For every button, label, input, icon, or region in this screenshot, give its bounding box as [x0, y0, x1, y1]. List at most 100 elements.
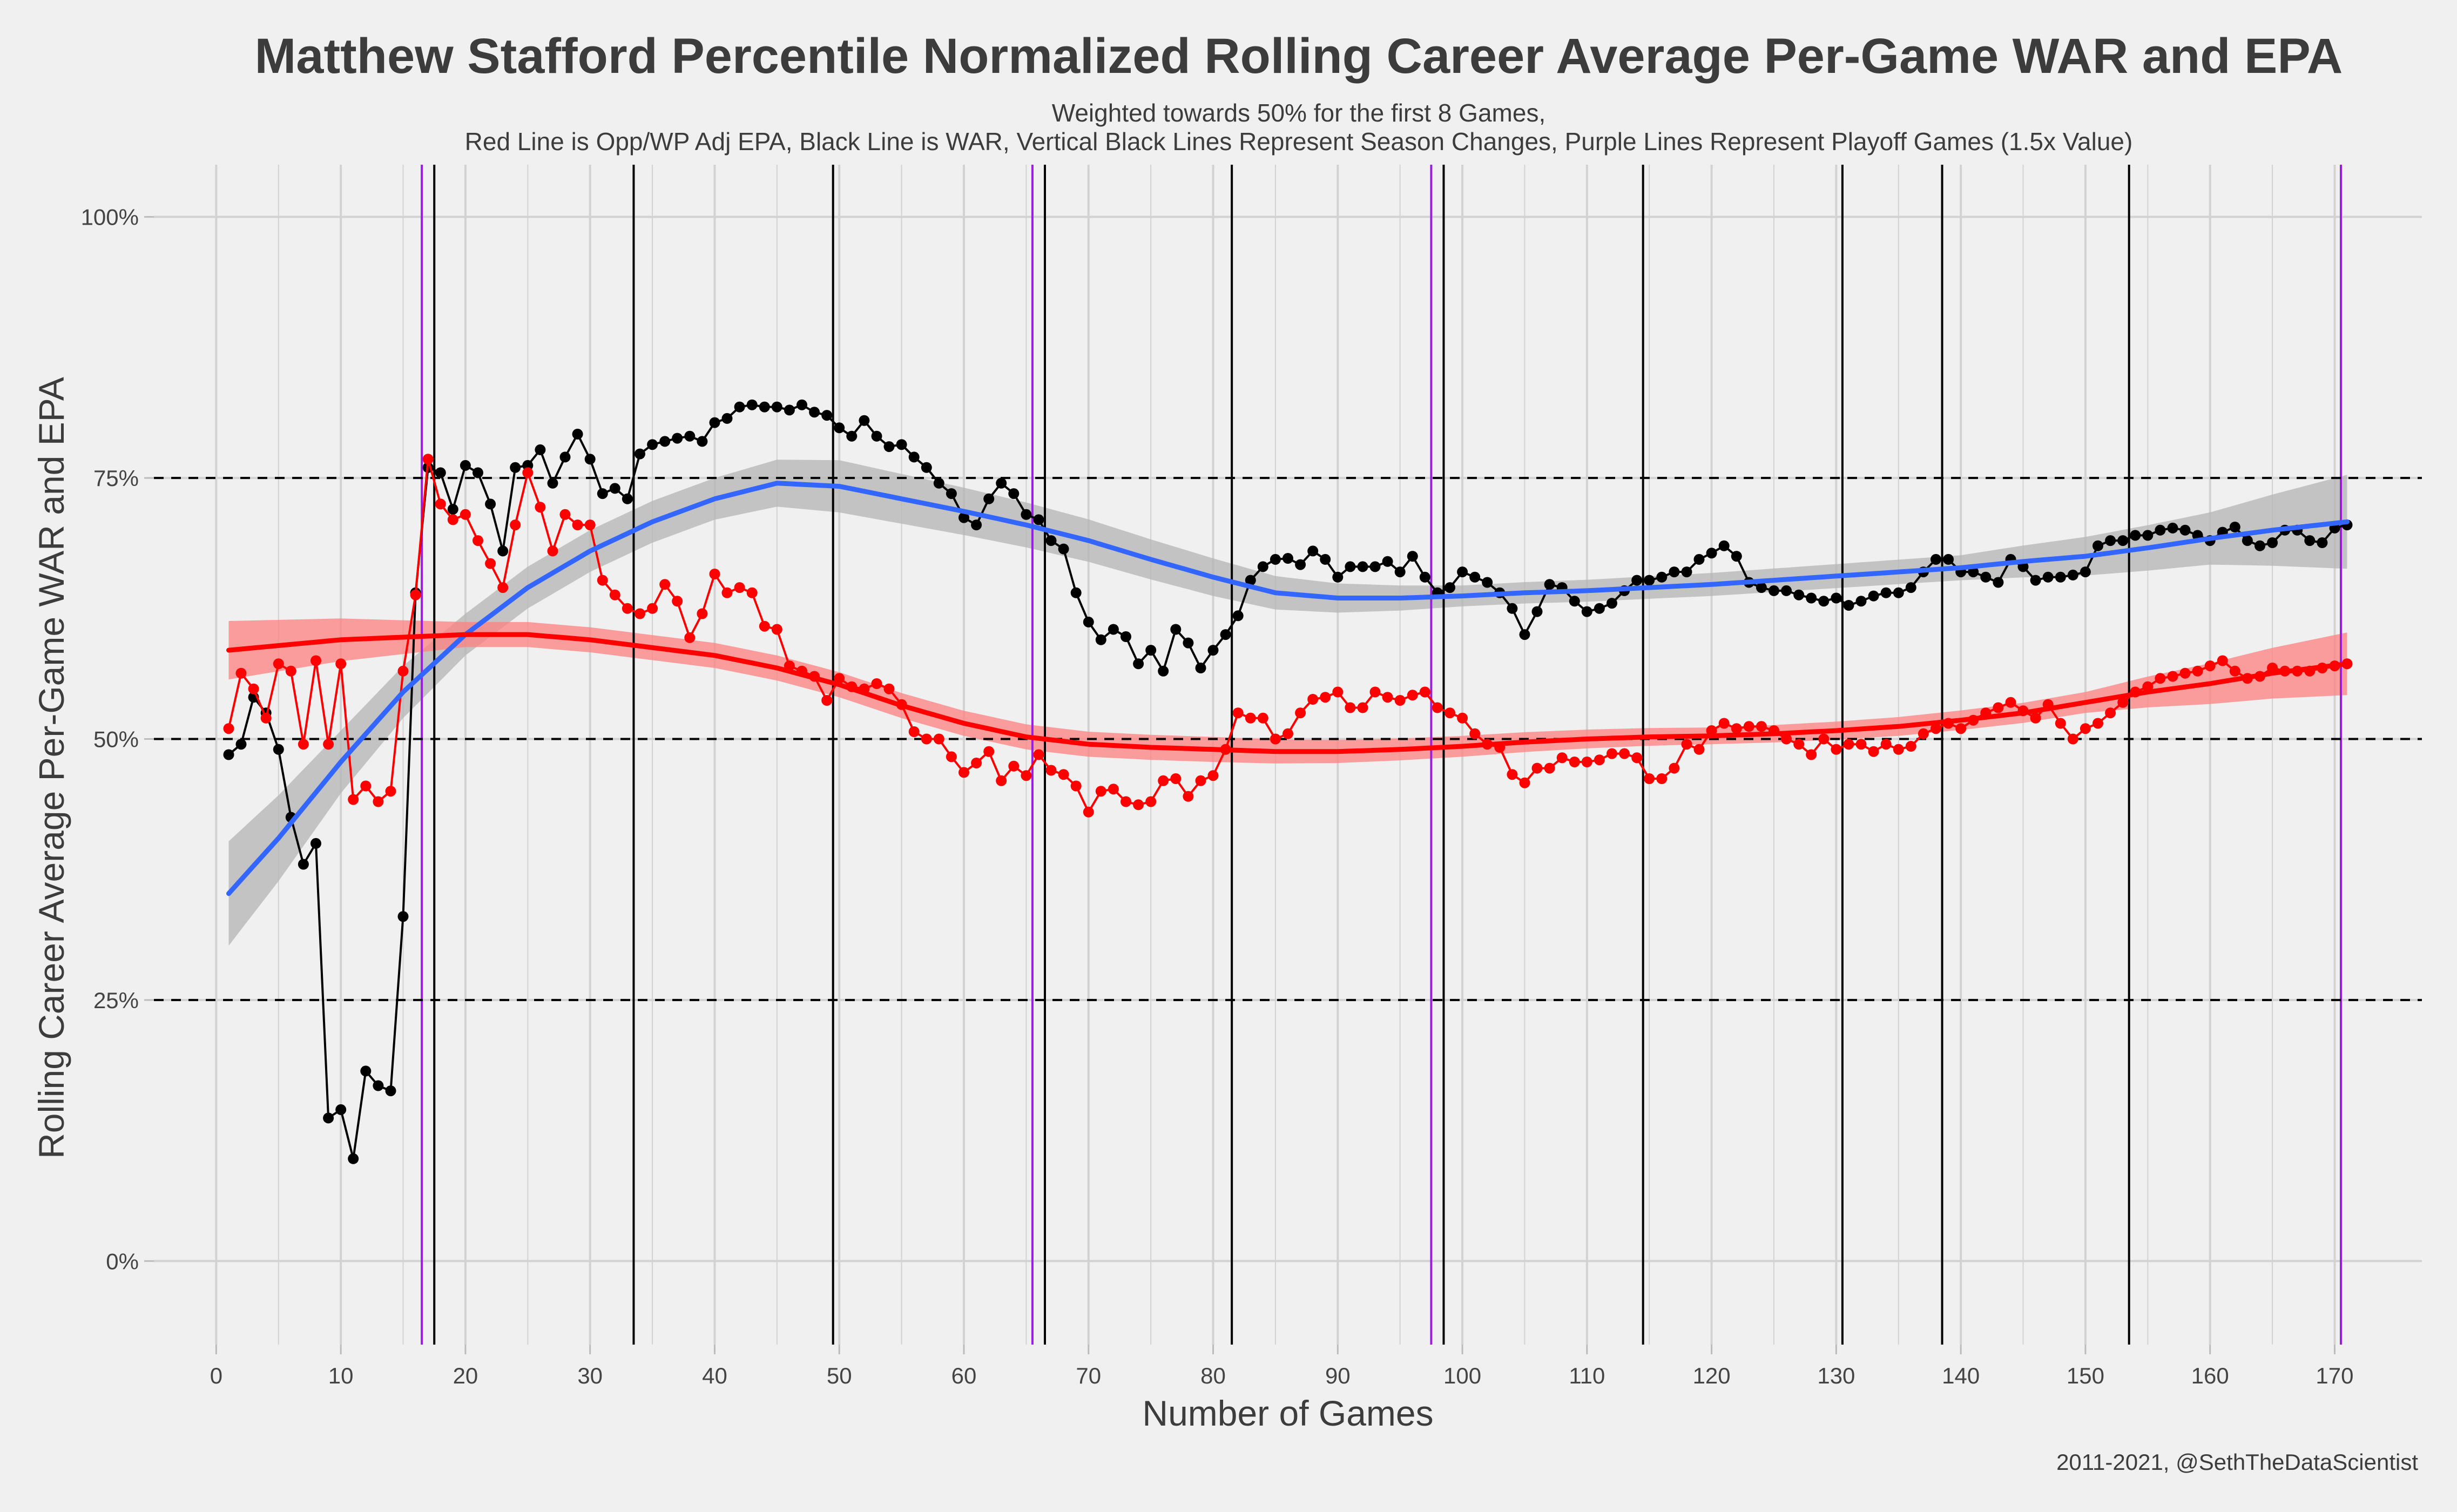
epa-point	[771, 624, 782, 635]
epa-point	[1831, 744, 1842, 755]
epa-point	[1058, 769, 1069, 780]
epa-point	[360, 780, 372, 792]
war-point	[2105, 535, 2116, 546]
war-point	[1731, 551, 1742, 562]
epa-point	[1407, 690, 1418, 701]
x-axis-title: Number of Games	[1142, 1393, 1433, 1433]
war-point	[2242, 535, 2253, 546]
war-point	[2142, 530, 2154, 541]
war-point	[1021, 509, 1032, 520]
x-tick-label: 0	[210, 1363, 222, 1388]
war-point	[1507, 603, 1518, 614]
epa-point	[1556, 752, 1568, 764]
war-point	[697, 436, 708, 447]
epa-point	[1070, 780, 1082, 792]
y-tick-label: 25%	[93, 988, 139, 1013]
war-point	[1207, 645, 1219, 656]
x-tick-label: 100	[1443, 1363, 1481, 1388]
war-point	[1145, 645, 1157, 656]
epa-point	[2217, 655, 2228, 666]
epa-point	[2080, 723, 2091, 734]
war-point	[1482, 577, 1493, 588]
war-point	[1781, 585, 1792, 596]
epa-point	[2067, 733, 2078, 745]
war-point	[908, 451, 920, 463]
epa-point	[1257, 712, 1268, 724]
y-tick-label: 50%	[93, 726, 139, 752]
epa-point	[1843, 739, 1854, 750]
war-point	[1831, 592, 1842, 604]
war-point	[859, 415, 870, 426]
war-point	[1407, 551, 1418, 562]
war-point	[946, 488, 957, 500]
x-tick-label: 80	[1200, 1363, 1226, 1388]
epa-point	[1793, 739, 1805, 750]
war-point	[310, 838, 321, 849]
epa-point	[1369, 686, 1381, 698]
war-point	[1345, 561, 1356, 572]
epa-point	[273, 658, 284, 670]
epa-point	[2030, 712, 2041, 724]
war-point	[1245, 575, 1256, 586]
war-point	[1220, 629, 1231, 640]
war-point	[572, 428, 583, 440]
epa-point	[2167, 671, 2178, 682]
epa-point	[1469, 728, 1481, 739]
epa-point	[1133, 799, 1144, 811]
epa-point	[1955, 723, 1967, 734]
epa-point	[485, 558, 496, 569]
epa-point	[1307, 694, 1319, 705]
epa-point	[385, 786, 396, 797]
x-tick-label: 150	[2067, 1363, 2104, 1388]
war-point	[323, 1112, 334, 1124]
war-point	[634, 448, 645, 460]
war-point	[971, 519, 982, 531]
war-point	[1880, 587, 1892, 598]
war-point	[1332, 571, 1344, 583]
epa-confidence-band	[228, 618, 2347, 764]
epa-point	[397, 665, 409, 677]
war-smooth-line	[226, 481, 2350, 896]
war-point	[1993, 577, 2004, 588]
epa-point	[2092, 718, 2103, 729]
war-point	[385, 1085, 396, 1097]
war-point	[559, 451, 571, 463]
war-point	[933, 477, 944, 489]
y-axis-title: Rolling Career Average Per-Game WAR and …	[31, 377, 71, 1159]
war-point	[1469, 571, 1481, 583]
war-point	[497, 545, 509, 557]
epa-point	[1270, 733, 1281, 745]
epa-point	[285, 665, 296, 677]
war-point	[1581, 606, 1592, 617]
war-point	[1108, 624, 1119, 635]
epa-point	[1893, 744, 1904, 755]
x-tick-label: 170	[2316, 1363, 2353, 1388]
war-point	[622, 493, 633, 504]
war-point	[360, 1065, 372, 1077]
epa-point	[1045, 765, 1057, 776]
epa-point	[1207, 770, 1219, 781]
war-point	[759, 401, 770, 413]
epa-point	[522, 467, 534, 478]
war-point	[709, 417, 720, 428]
war-point	[883, 441, 895, 453]
war-point	[809, 407, 820, 418]
war-point	[1295, 559, 1306, 570]
dashed-reference-lines	[154, 477, 2422, 1001]
war-point	[447, 504, 458, 515]
epa-point	[1170, 773, 1182, 784]
war-point	[1457, 566, 1468, 578]
epa-point	[684, 632, 696, 643]
epa-point	[1756, 721, 1767, 732]
epa-point	[473, 535, 483, 546]
chart-title: Matthew Stafford Percentile Normalized R…	[255, 29, 2343, 84]
war-point	[1033, 514, 1044, 525]
epa-point	[647, 603, 658, 614]
war-point	[1195, 663, 1206, 673]
epa-point	[1519, 777, 1530, 788]
epa-point	[410, 589, 421, 600]
smooth-trend-lines	[226, 481, 2350, 896]
war-point	[1045, 535, 1057, 546]
epa-point	[709, 569, 720, 579]
epa-point	[1245, 712, 1256, 724]
